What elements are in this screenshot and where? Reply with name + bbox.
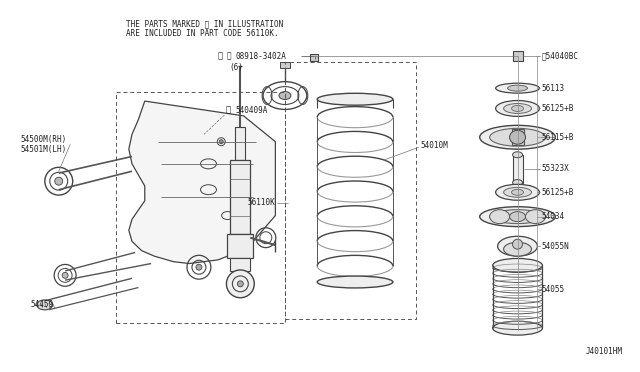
Text: 56113: 56113 [541,84,565,93]
Ellipse shape [509,130,525,144]
Ellipse shape [498,236,538,256]
Bar [236,127,245,160]
Circle shape [196,264,202,270]
Text: ※: ※ [226,106,230,115]
Ellipse shape [509,212,525,222]
Text: 54034: 54034 [541,212,565,221]
Ellipse shape [279,92,291,100]
Ellipse shape [493,321,543,335]
Ellipse shape [490,210,509,224]
Text: 56125+B: 56125+B [541,188,574,197]
Text: 56115+B: 56115+B [541,133,574,142]
Text: 54055: 54055 [541,285,565,294]
Bar [310,54,317,61]
Ellipse shape [490,210,545,224]
Bar [230,160,250,234]
Ellipse shape [495,83,540,93]
Polygon shape [129,101,275,263]
Bar [513,51,522,61]
Circle shape [237,281,243,287]
Bar [513,155,522,183]
Ellipse shape [495,185,540,200]
Ellipse shape [504,187,531,197]
Ellipse shape [511,106,524,112]
Ellipse shape [504,242,531,256]
Ellipse shape [493,259,543,272]
Text: ARE INCLUDED IN PART CODE 56110K.: ARE INCLUDED IN PART CODE 56110K. [125,29,278,38]
Ellipse shape [511,189,524,195]
Bar [280,62,290,68]
Ellipse shape [480,125,556,149]
Ellipse shape [508,85,527,91]
Text: 56110K: 56110K [248,198,275,207]
Text: 56125+B: 56125+B [541,104,574,113]
Ellipse shape [495,100,540,116]
Ellipse shape [504,103,531,113]
Ellipse shape [525,210,545,224]
Bar [511,129,524,145]
Bar [227,234,253,258]
Text: 54501M(LH): 54501M(LH) [20,145,67,154]
Text: 08918-3402A: 08918-3402A [236,52,287,61]
Text: 54459: 54459 [30,300,53,309]
Text: (6): (6) [230,62,243,72]
Text: 54010M: 54010M [420,141,449,150]
Circle shape [62,272,68,278]
Text: THE PARTS MARKED ※ IN ILLUSTRATION: THE PARTS MARKED ※ IN ILLUSTRATION [125,19,283,28]
Ellipse shape [480,207,556,227]
Text: ※54040BC: ※54040BC [541,52,579,61]
Text: 55323X: 55323X [541,164,570,173]
Ellipse shape [36,300,52,310]
Circle shape [55,177,63,185]
Ellipse shape [513,180,522,186]
Text: 54500M(RH): 54500M(RH) [20,135,67,144]
Ellipse shape [317,93,393,105]
Bar [230,258,250,271]
Circle shape [513,239,522,249]
Text: J40101HM: J40101HM [586,347,623,356]
Ellipse shape [490,128,545,146]
Text: ※: ※ [218,52,223,61]
Text: Ⓝ: Ⓝ [227,52,231,61]
Circle shape [220,140,223,144]
Text: 540409A: 540409A [236,106,268,115]
Circle shape [227,270,254,298]
Text: 54055N: 54055N [541,242,570,251]
Ellipse shape [513,152,522,158]
Ellipse shape [317,276,393,288]
